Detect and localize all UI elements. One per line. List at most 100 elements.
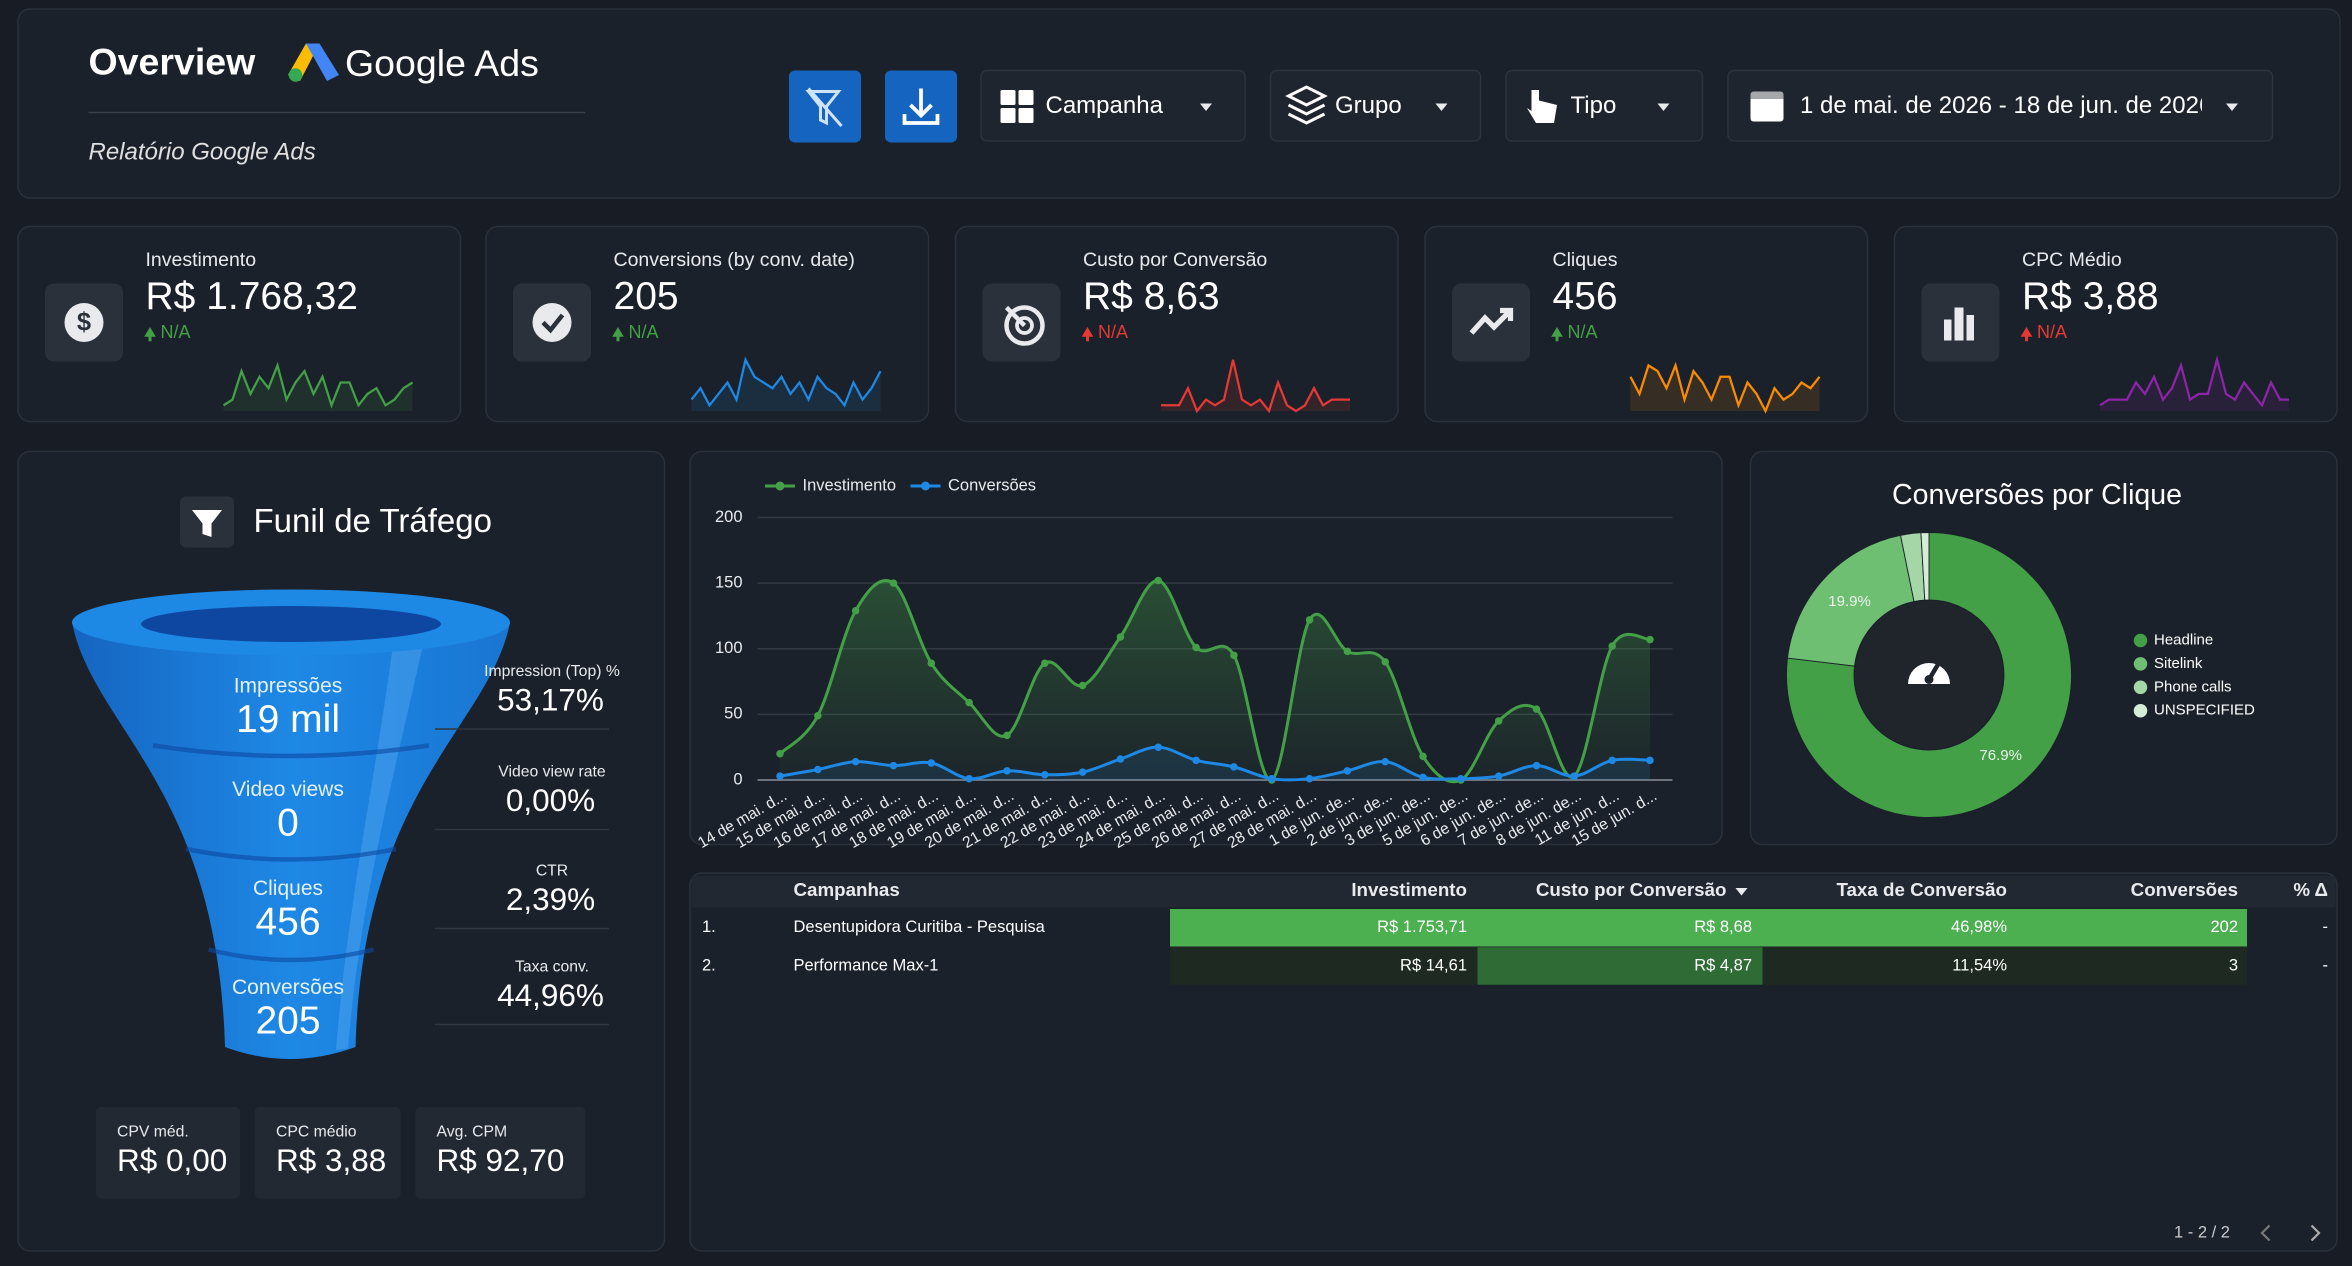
download-icon (902, 88, 940, 125)
kpi-change: N/A (161, 322, 191, 342)
series-point (1381, 757, 1389, 766)
grid-icon (1000, 90, 1016, 105)
table-cell: 202 (2210, 918, 2238, 936)
series-point (776, 750, 784, 758)
heat-cell (1762, 909, 2018, 947)
y-tick-label: 100 (715, 639, 743, 657)
stage-label: Video views (232, 778, 344, 801)
sparkline (222, 361, 414, 409)
pie-slice (1920, 532, 1930, 601)
column-header: Taxa de Conversão (1836, 879, 2007, 900)
date-range: 1 de mai. de 2026 - 18 de jun. de 2026 (1800, 92, 2212, 119)
legend-label: Sitelink (2154, 655, 2203, 672)
series-point (1305, 774, 1314, 783)
kpi-card (1424, 225, 1869, 423)
icon-bars (1954, 307, 1964, 341)
y-tick-label: 50 (724, 705, 742, 723)
kpi-value: 205 (614, 275, 679, 318)
kpi-label: CPC Médio (2022, 249, 2122, 271)
heat-cell (1170, 947, 1478, 985)
logo-blue (306, 43, 339, 81)
legend-label: Investimento (803, 476, 897, 494)
date-picker[interactable] (1727, 69, 2274, 142)
sort-icon (1735, 888, 1748, 896)
funnel-title-icon (192, 510, 222, 537)
cost-value: R$ 0,00 (117, 1142, 227, 1178)
cost-value: R$ 3,88 (276, 1142, 386, 1178)
kpi-card (954, 225, 1399, 423)
series-point (1646, 756, 1654, 765)
table-cell: Performance Max-1 (794, 956, 939, 974)
series-point (1192, 756, 1200, 765)
icon (64, 303, 104, 342)
prev-page[interactable] (2260, 1224, 2271, 1242)
logo-green (288, 68, 303, 82)
icon-check (541, 313, 565, 334)
series-point (927, 759, 936, 767)
gauge-hub (1924, 675, 1934, 684)
subtitle: Relatório Google Ads (89, 138, 316, 165)
kpi-label: Cliques (1553, 249, 1618, 271)
legend-dot (2133, 703, 2148, 718)
pie-slice (1787, 534, 1915, 667)
table-cell: 1. (702, 918, 716, 936)
series-point (1305, 616, 1314, 624)
rate-value: 53,17% (497, 681, 604, 717)
column-header: Custo por Conversão (1536, 879, 1727, 900)
series-point (889, 579, 898, 587)
series-point (965, 698, 973, 707)
series-point (1381, 658, 1389, 666)
icon (1004, 305, 1045, 346)
caret (1657, 103, 1670, 111)
kpi-value: R$ 8,63 (1083, 275, 1220, 318)
series-point (1078, 768, 1087, 776)
icon-glyph: $ (77, 309, 91, 337)
sparkline (2099, 355, 2289, 408)
heat-cell (1762, 947, 2018, 985)
sparkline-area (2100, 359, 2289, 411)
next-page[interactable] (2310, 1224, 2321, 1242)
column-header: Conversões (2131, 879, 2238, 900)
series-point (1192, 643, 1200, 652)
legend-dot (2133, 657, 2148, 671)
column-header: Investimento (1351, 879, 1467, 900)
series-point (965, 774, 973, 783)
series-point (1457, 774, 1465, 783)
dropdown-label: Tipo (1571, 92, 1617, 119)
funnel-shape (72, 622, 510, 1059)
pie-slice (1786, 532, 2072, 818)
column-header: % Δ (2293, 879, 2328, 900)
series-point (1532, 761, 1541, 770)
kpi-card (485, 225, 930, 423)
table-cell: R$ 1.753,71 (1377, 918, 1467, 936)
grid-icon (1000, 108, 1016, 123)
cost-label: Avg. CPM (437, 1124, 508, 1141)
dropdown[interactable] (980, 69, 1246, 142)
sparkline (690, 356, 882, 408)
legend-dot (2133, 633, 2148, 648)
series-point (1003, 767, 1011, 775)
series-point (1419, 752, 1427, 761)
caret (1200, 103, 1212, 111)
table-cell: - (2323, 918, 2329, 936)
layers-icon (1285, 85, 1328, 125)
table-cell: 11,54% (1952, 956, 2007, 974)
rate-value: 44,96% (497, 977, 604, 1013)
kpi-value: 456 (1553, 275, 1618, 318)
series-point (1230, 651, 1238, 660)
dropdown[interactable] (1505, 69, 1704, 142)
cost-box (255, 1107, 401, 1199)
icon (532, 303, 572, 342)
funnel-band (185, 846, 397, 862)
change-arrow (2020, 327, 2033, 342)
dropdown[interactable] (1269, 69, 1482, 142)
cost-label: CPV méd. (117, 1124, 189, 1141)
series-point (1343, 647, 1352, 656)
series-point (851, 606, 860, 615)
series-point (1494, 772, 1503, 780)
sparkline-area (223, 365, 413, 411)
kpi-card (17, 225, 462, 423)
icon-bars (1944, 319, 1952, 341)
pie-title: Conversões por Clique (1892, 479, 2182, 511)
